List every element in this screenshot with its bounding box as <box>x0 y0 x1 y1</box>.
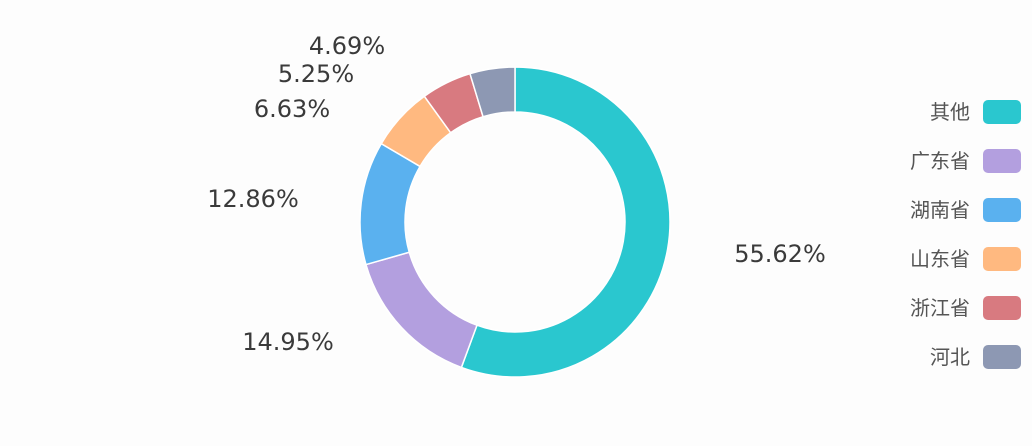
slice-label-2: 12.86% <box>207 185 299 213</box>
legend-label-4: 浙江省 <box>910 296 970 320</box>
legend-label-1: 广东省 <box>910 149 970 173</box>
legend-swatch-4 <box>983 296 1021 320</box>
legend-label-5: 河北 <box>930 345 970 369</box>
legend-item-0[interactable]: 其他 <box>930 100 1021 124</box>
slice-label-1: 14.95% <box>242 328 334 356</box>
legend-item-3[interactable]: 山东省 <box>910 247 1021 271</box>
slice-label-3: 6.63% <box>254 95 330 123</box>
legend-label-2: 湖南省 <box>910 198 970 222</box>
slice-label-0: 55.62% <box>734 240 826 268</box>
donut-slices <box>359 66 671 378</box>
donut-slice-0[interactable] <box>460 66 671 378</box>
slice-label-5: 4.69% <box>309 32 385 60</box>
legend-item-5[interactable]: 河北 <box>930 345 1021 369</box>
legend-swatch-0 <box>983 100 1021 124</box>
legend-item-1[interactable]: 广东省 <box>910 149 1021 173</box>
legend-swatch-2 <box>983 198 1021 222</box>
legend-label-0: 其他 <box>930 100 970 124</box>
legend-swatch-5 <box>983 345 1021 369</box>
donut-slice-5[interactable] <box>469 66 516 118</box>
slice-label-4: 5.25% <box>278 60 354 88</box>
legend-label-3: 山东省 <box>910 247 970 271</box>
legend-swatch-3 <box>983 247 1021 271</box>
legend-item-2[interactable]: 湖南省 <box>910 198 1021 222</box>
donut-slice-1[interactable] <box>365 251 478 369</box>
slice-labels: 55.62% 14.95% 12.86% 6.63% 5.25%4.69% <box>207 32 826 356</box>
legend-item-4[interactable]: 浙江省 <box>910 296 1021 320</box>
legend-swatch-1 <box>983 149 1021 173</box>
